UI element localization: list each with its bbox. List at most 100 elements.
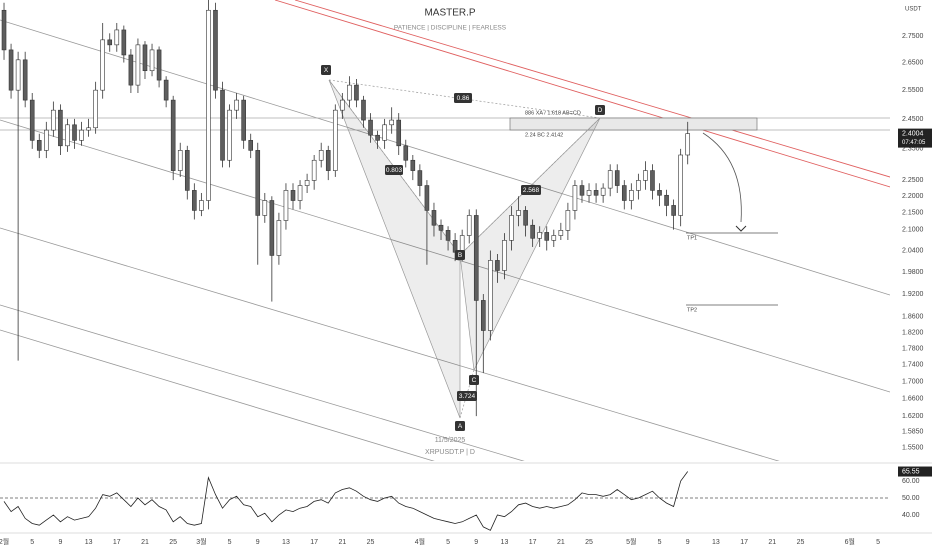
y-tick-label: 40.00 <box>902 512 920 519</box>
candle-body <box>502 240 507 271</box>
candle-body <box>685 133 691 156</box>
candle-body <box>93 89 98 129</box>
candle-body <box>142 44 148 72</box>
candle-body <box>473 215 479 301</box>
x-tick-label: 25 <box>585 539 593 546</box>
x-tick-label: 13 <box>282 539 290 546</box>
candle-body <box>431 210 437 226</box>
candle-body <box>396 119 402 147</box>
y-tick-label: 1.5500 <box>902 445 924 452</box>
candle-body <box>192 190 197 211</box>
x-tick-label: 5 <box>446 539 450 546</box>
candle-body <box>227 109 232 161</box>
candle-body <box>220 89 225 161</box>
candle-body <box>234 99 239 111</box>
candle-body <box>8 49 14 91</box>
candle-body <box>283 190 289 221</box>
candle-body <box>36 140 42 151</box>
y-tick-label: 50.00 <box>902 495 920 502</box>
candle-body <box>347 84 352 101</box>
candle-body <box>523 210 528 226</box>
ratio-box <box>385 165 403 175</box>
candle-body <box>255 150 261 216</box>
candle-body <box>128 54 134 86</box>
label-box <box>455 421 465 431</box>
pattern-note: 886 XA / 1.618 AB=CD <box>525 110 581 116</box>
candle-body <box>297 185 303 201</box>
candle-body <box>671 205 676 216</box>
label-box <box>455 250 465 260</box>
channel-line <box>0 119 890 393</box>
candle-body <box>424 185 430 211</box>
candle-body <box>29 99 35 141</box>
pattern-note: 2.24 BC 2.4142 <box>525 132 563 138</box>
x-tick-label: 17 <box>113 539 121 546</box>
ratio-label: 2.568 <box>523 187 540 194</box>
candle-body <box>586 190 592 196</box>
point-label: A <box>458 423 463 430</box>
candle-body <box>445 230 451 241</box>
candle-body <box>100 39 105 91</box>
candle-body <box>593 190 599 196</box>
x-tick-label: 17 <box>529 539 537 546</box>
ratio-label: 0.803 <box>386 167 403 174</box>
candle-body <box>354 84 359 101</box>
candle-body <box>290 190 296 201</box>
resistance-line <box>294 0 890 178</box>
x-tick-label: 21 <box>338 539 346 546</box>
y-tick-label: 2.3500 <box>902 146 924 153</box>
candle-body <box>199 200 204 211</box>
value-tag <box>898 466 932 477</box>
candle-body <box>417 170 423 186</box>
candle-body <box>361 99 366 121</box>
x-tick-label: 5 <box>658 539 662 546</box>
candle-body <box>614 170 620 186</box>
y-tick-label: 2.4500 <box>902 116 924 123</box>
y-tick-label: 2.2000 <box>902 193 924 200</box>
x-tick-label: 9 <box>474 539 478 546</box>
x-tick-label: 13 <box>501 539 509 546</box>
zone-box <box>509 117 758 131</box>
x-tick-label: 25 <box>797 539 805 546</box>
y-tick-label: 2.7500 <box>902 33 924 40</box>
symbol-watermark: XRPUSDT.P | D <box>425 449 475 456</box>
chart-title: MASTER.P <box>424 8 475 19</box>
candle-body <box>544 232 550 241</box>
last-price: 2.4004 <box>902 130 924 137</box>
candle-body <box>466 215 472 236</box>
x-tick-label: 2월 <box>0 537 9 546</box>
y-tick-label: 1.7400 <box>902 362 924 369</box>
candle-body <box>607 170 613 189</box>
y-tick-label: 1.7000 <box>902 378 924 385</box>
candle-body <box>600 187 606 196</box>
candle-body <box>565 210 571 231</box>
candle-body <box>325 150 331 171</box>
x-tick-label: 9 <box>58 539 62 546</box>
y-tick-label: 2.1500 <box>902 210 924 217</box>
ratio-label: 3.724 <box>459 393 476 400</box>
candle-body <box>375 134 380 141</box>
projection-arrow <box>702 132 742 223</box>
candle-body <box>269 200 275 256</box>
candle-body <box>149 49 155 72</box>
candle-body <box>79 129 84 141</box>
y-tick-label: 1.6200 <box>902 413 924 420</box>
candle-body <box>156 49 162 81</box>
arrow-head <box>735 225 747 232</box>
x-tick-label: 17 <box>740 539 748 546</box>
candle-body <box>572 185 578 211</box>
candle-body <box>579 185 585 196</box>
candle-body <box>72 124 77 141</box>
candle-body <box>65 124 70 147</box>
candle-body <box>551 235 557 241</box>
candle-body <box>664 194 669 206</box>
x-tick-label: 5 <box>228 539 232 546</box>
y-tick-label: 60.00 <box>902 478 920 485</box>
candle-body <box>206 9 211 201</box>
candle-body <box>488 260 493 331</box>
channel-line <box>0 227 780 461</box>
x-tick-label: 13 <box>712 539 720 546</box>
candle-body <box>650 170 655 191</box>
date-watermark: 11/5/2025 <box>435 437 466 444</box>
candle-body <box>530 224 535 239</box>
